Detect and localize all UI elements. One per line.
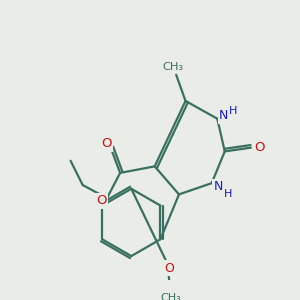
Text: O: O bbox=[254, 141, 265, 154]
Text: N: N bbox=[219, 110, 229, 122]
Text: H: H bbox=[229, 106, 237, 116]
Text: CH₃: CH₃ bbox=[160, 293, 181, 300]
Text: CH₃: CH₃ bbox=[163, 62, 184, 72]
Text: N: N bbox=[214, 180, 223, 194]
Text: O: O bbox=[164, 262, 174, 275]
Text: H: H bbox=[224, 189, 232, 200]
Text: O: O bbox=[101, 137, 111, 150]
Text: O: O bbox=[96, 194, 107, 207]
